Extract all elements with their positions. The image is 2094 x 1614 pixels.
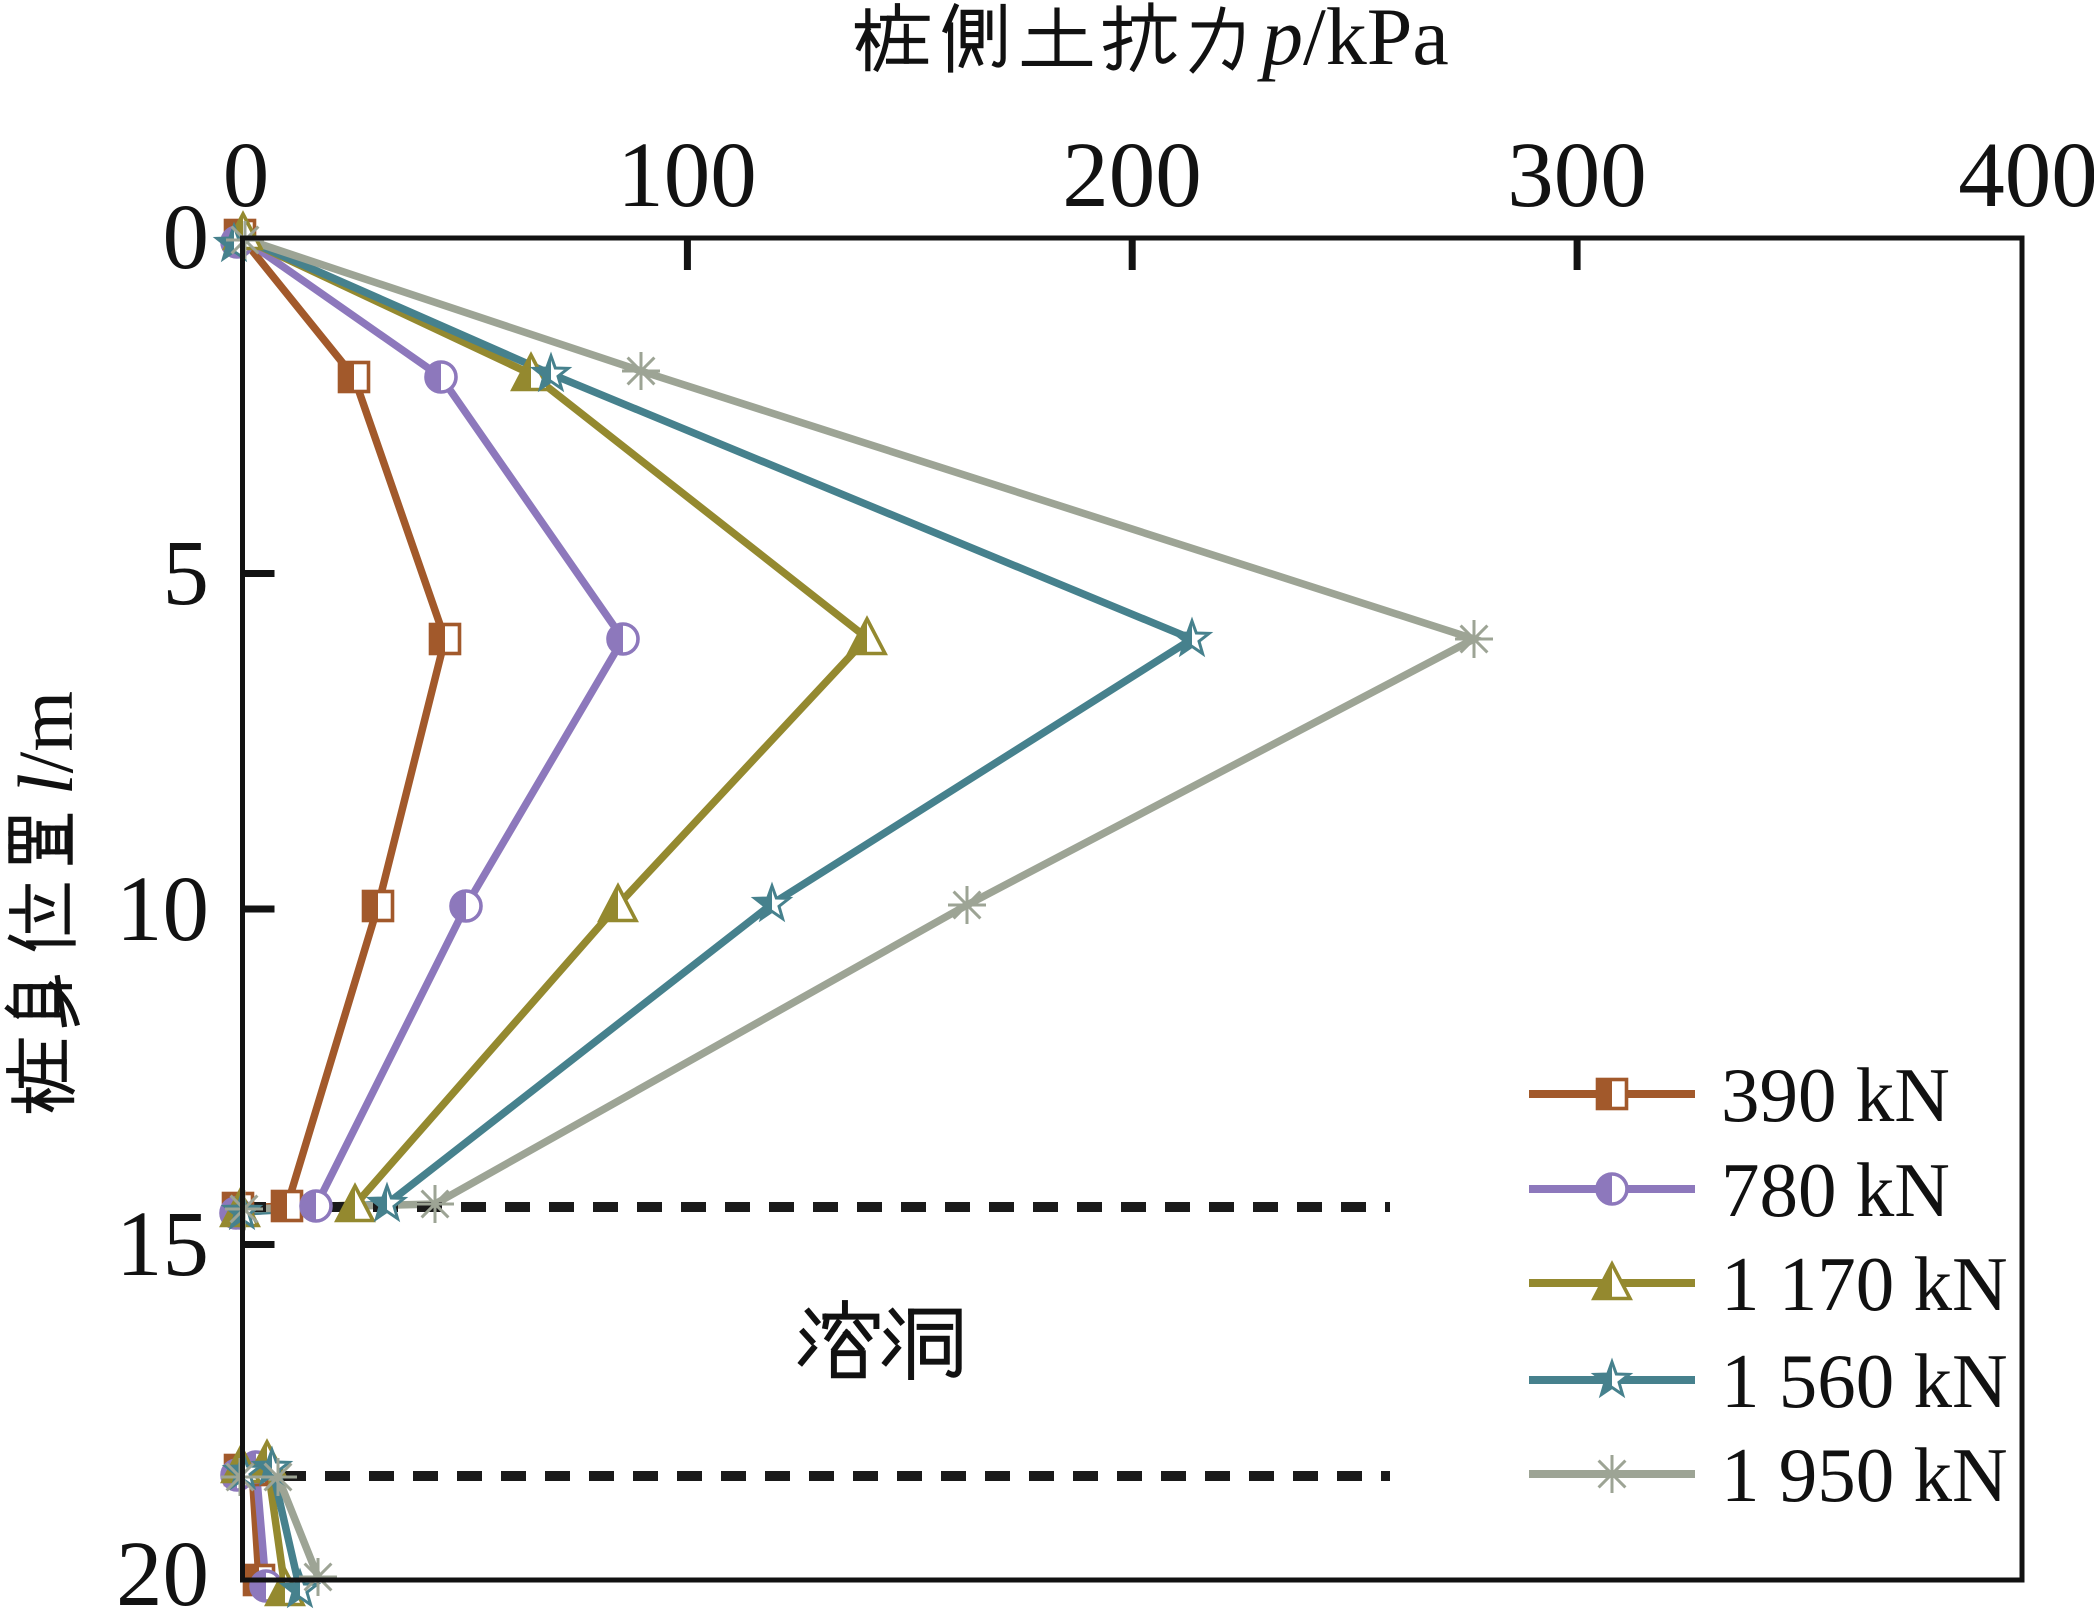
svg-text:0: 0 [163, 186, 210, 289]
svg-text:300: 300 [1507, 124, 1647, 227]
svg-text:1 170 kN: 1 170 kN [1721, 1241, 2008, 1327]
svg-text:780 kN: 780 kN [1721, 1147, 1950, 1233]
svg-text:10: 10 [116, 858, 209, 961]
svg-text:400: 400 [1958, 124, 2094, 227]
svg-text:1 950 kN: 1 950 kN [1721, 1432, 2008, 1518]
svg-text:0: 0 [223, 124, 270, 227]
svg-text:1 560 kN: 1 560 kN [1721, 1338, 2008, 1424]
svg-text:p/kPa: p/kPa [1257, 0, 1449, 82]
svg-text:200: 200 [1062, 124, 1202, 227]
svg-text:20: 20 [116, 1523, 209, 1609]
svg-text:100: 100 [617, 124, 757, 227]
svg-text:15: 15 [116, 1193, 209, 1296]
svg-text:5: 5 [163, 522, 210, 625]
svg-text:390 kN: 390 kN [1721, 1052, 1950, 1138]
svg-text:l/m: l/m [2, 691, 89, 795]
